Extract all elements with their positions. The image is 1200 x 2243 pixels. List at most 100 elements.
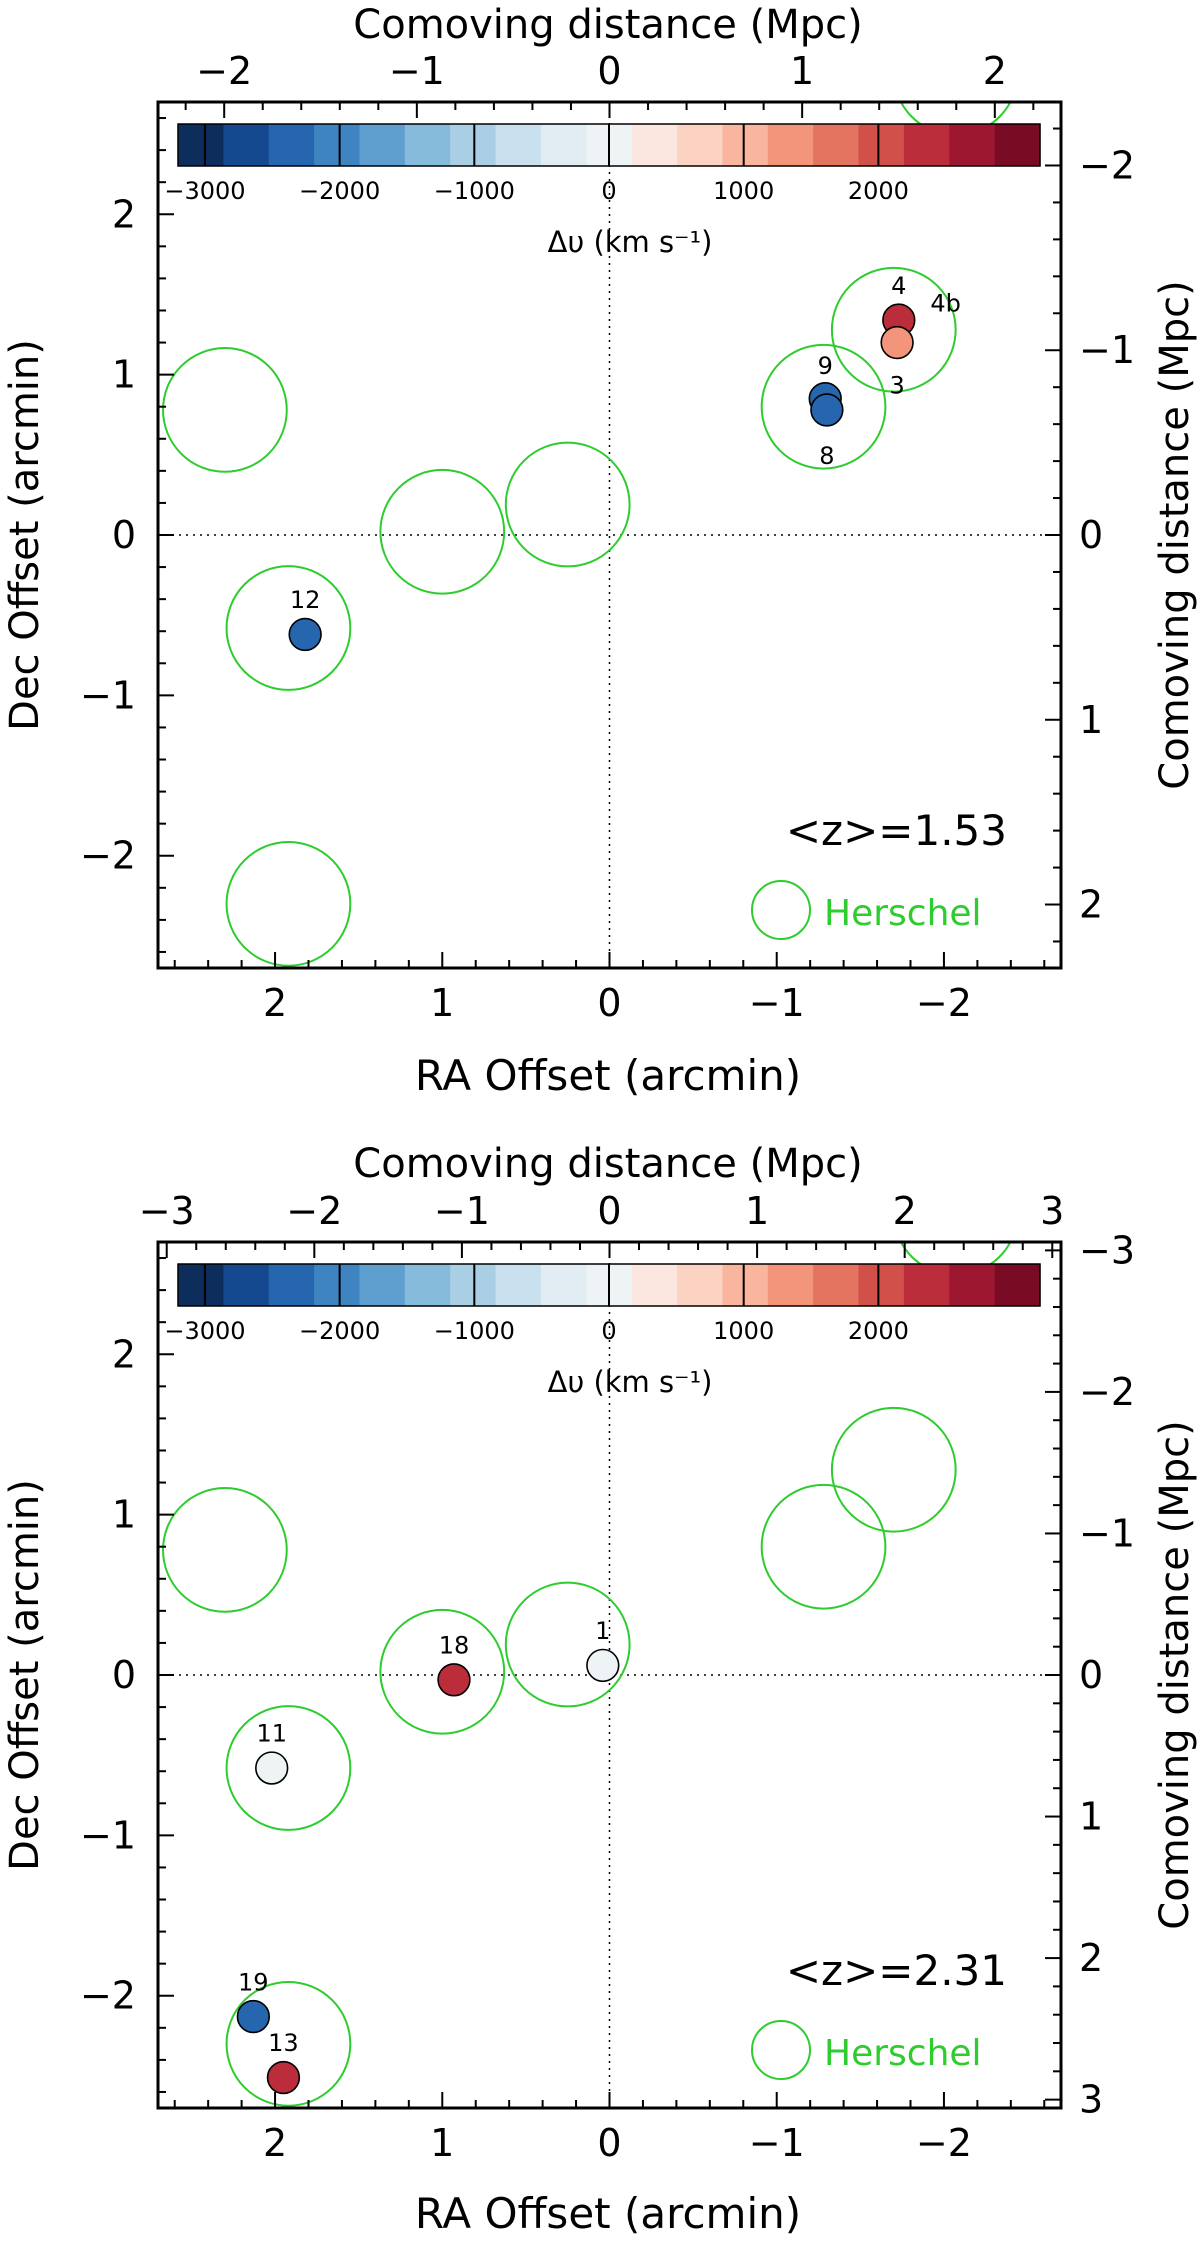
y-tick-label: 0 — [112, 513, 136, 557]
colorbar-tick-label: −3000 — [164, 1317, 245, 1345]
y-tick-label: 1 — [112, 1493, 136, 1537]
y-axis-label: Dec Offset (arcmin) — [2, 1479, 48, 1871]
herschel-beam — [225, 565, 352, 691]
colorbar-segment — [677, 124, 724, 166]
colorbar-segment — [450, 124, 497, 166]
colorbar-segment — [722, 1264, 769, 1306]
colorbar-tick-label: 0 — [601, 177, 616, 205]
colorbar-segment — [994, 1264, 1041, 1306]
right-axis-label: Comoving distance (Mpc) — [1152, 1420, 1198, 1929]
top-tick-label: −1 — [389, 49, 445, 93]
colorbar-segment — [359, 124, 406, 166]
x-tick-label: −1 — [749, 981, 805, 1025]
y-tick-label: 2 — [112, 1332, 136, 1376]
top-tick-label: 0 — [597, 49, 621, 93]
herschel-beam — [760, 1483, 887, 1610]
y-tick-label: 2 — [112, 192, 136, 236]
colorbar-segment — [314, 124, 361, 166]
colorbar-tick-label: −2000 — [299, 1317, 380, 1345]
x-tick-label: 2 — [263, 981, 287, 1025]
axis-tick-labels: 2 1 0 −1 −2 −2 −1 0 1 2 −3 −2 −1 0 1 2 3 −3 −2 −1 0 1 2 3 — [80, 1189, 1135, 2165]
galaxy-id-label: 13 — [268, 2029, 299, 2057]
colorbar-segment — [813, 124, 860, 166]
colorbar-segment — [903, 1264, 950, 1306]
x-tick-label: 0 — [597, 981, 621, 1025]
x-tick-label: −2 — [916, 2121, 972, 2165]
legend-label: Herschel — [824, 2033, 982, 2074]
herschel-beam — [162, 347, 288, 473]
colorbar-tick-label: −3000 — [164, 177, 245, 205]
velocity-colorbar — [177, 1263, 1041, 1307]
galaxy-marker — [266, 2060, 301, 2095]
top-tick-label: 0 — [597, 1189, 621, 1233]
herschel-beam — [504, 441, 631, 568]
y-tick-label: 1 — [112, 353, 136, 397]
y-axis-label: Dec Offset (arcmin) — [2, 339, 48, 731]
galaxy-id-label: 18 — [439, 1632, 470, 1660]
colorbar-tick-label: 2000 — [848, 177, 909, 205]
herschel-beam — [162, 1487, 288, 1613]
x-tick-label: 1 — [430, 2121, 454, 2165]
galaxy-id-label: 4 — [891, 272, 906, 300]
right-tick-label: 1 — [1079, 1795, 1103, 1839]
galaxy-marker — [437, 1663, 471, 1697]
galaxy-marker — [586, 1648, 620, 1683]
galaxy-marker — [880, 325, 914, 360]
colorbar-label: Δυ (km s⁻¹) — [548, 1365, 713, 1399]
top-tick-label: −1 — [434, 1189, 490, 1233]
herschel-beam — [379, 468, 506, 595]
colorbar-segment — [677, 1264, 724, 1306]
top-tick-label: 2 — [893, 1189, 917, 1233]
colorbar-segment — [949, 124, 996, 166]
colorbar-segment — [813, 1264, 860, 1306]
colorbar-segment — [994, 124, 1041, 166]
x-axis-label: RA Offset (arcmin) — [415, 2189, 801, 2238]
y-tick-label: 0 — [112, 1653, 136, 1697]
colorbar-segment — [540, 1264, 587, 1306]
legend: Herschel — [751, 2020, 982, 2080]
x-axis-label: RA Offset (arcmin) — [415, 1051, 801, 1100]
colorbar-tick-label: 1000 — [713, 1317, 774, 1345]
right-axis-label: Comoving distance (Mpc) — [1152, 280, 1198, 789]
colorbar-labels: Δυ (km s⁻¹) −3000 −2000 −1000 0 1000 2000 — [164, 1317, 909, 1399]
galaxy-id-label: 3 — [889, 371, 904, 399]
right-tick-label: 2 — [1079, 883, 1103, 927]
colorbar-segment — [903, 124, 950, 166]
galaxy-id-label: 11 — [256, 1720, 287, 1748]
right-tick-label: −2 — [1079, 143, 1135, 187]
galaxy-markers: 1 18 11 19 13 — [236, 1617, 620, 2095]
colorbar-segment — [359, 1264, 406, 1306]
herschel-beam — [760, 343, 887, 470]
top-tick-label: −2 — [286, 1189, 342, 1233]
colorbar-segment — [450, 1264, 497, 1306]
galaxy-id-label: 12 — [290, 586, 321, 614]
colorbar-segment — [767, 124, 814, 166]
galaxy-marker — [810, 393, 844, 427]
y-tick-label: −1 — [80, 1813, 136, 1857]
galaxy-id-label: 19 — [238, 1968, 269, 1996]
colorbar-segment — [495, 124, 542, 166]
herschel-beam — [379, 1608, 506, 1735]
zero-reference-lines — [158, 102, 1061, 968]
zero-reference-lines — [158, 1242, 1061, 2108]
galaxy-id-label: 1 — [595, 1617, 610, 1645]
y-tick-label: −1 — [80, 673, 136, 717]
colorbar-tick-label: −2000 — [299, 177, 380, 205]
right-tick-label: −3 — [1079, 1228, 1135, 1272]
colorbar-segment — [858, 124, 905, 166]
colorbar-tick-label: −1000 — [434, 1317, 515, 1345]
colorbar-segment — [404, 1264, 451, 1306]
colorbar-segment — [223, 1264, 270, 1306]
top-tick-label: 1 — [790, 49, 814, 93]
colorbar-segment — [540, 124, 587, 166]
x-tick-label: −1 — [749, 2121, 805, 2165]
velocity-colorbar — [177, 123, 1041, 167]
legend-beam-marker — [751, 880, 811, 940]
colorbar-label: Δυ (km s⁻¹) — [548, 225, 713, 259]
herschel-beam — [225, 840, 352, 967]
herschel-beam — [225, 1980, 352, 2107]
x-tick-label: 2 — [263, 2121, 287, 2165]
top-tick-label: 1 — [745, 1189, 769, 1233]
